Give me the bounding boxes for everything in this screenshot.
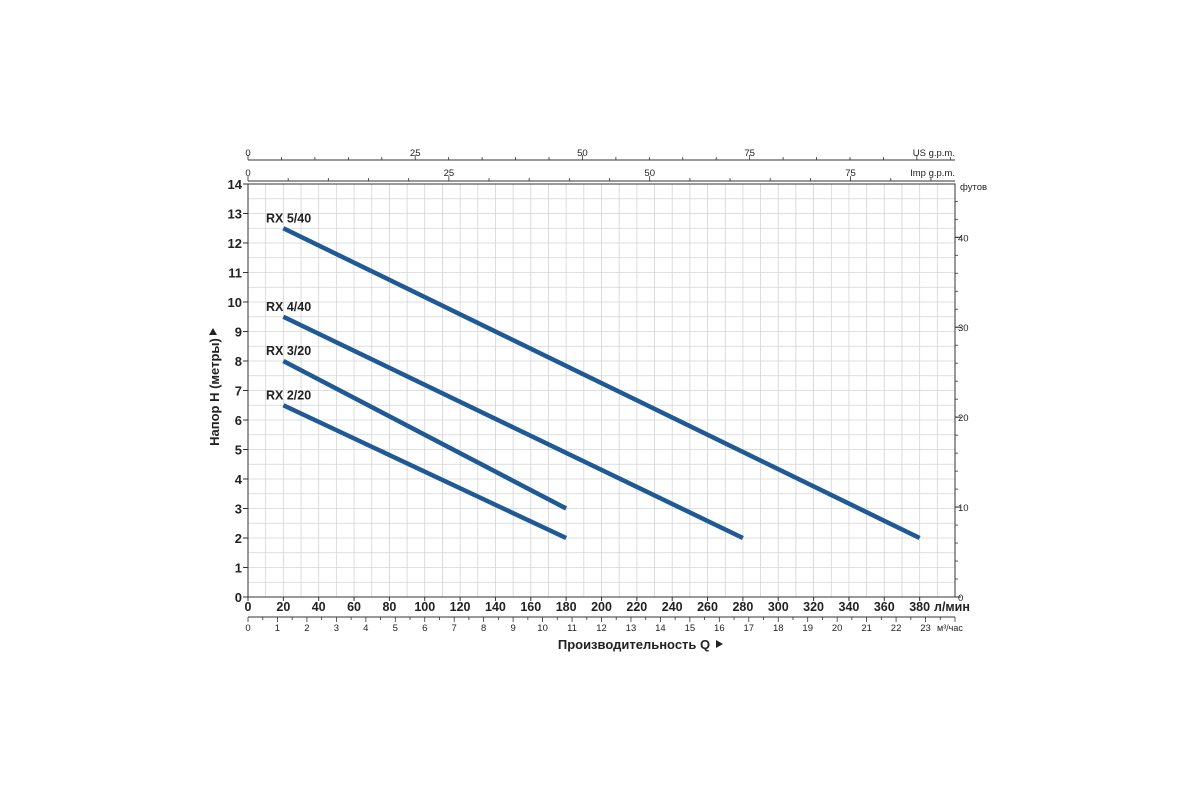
m3h-tick-label: 15: [685, 623, 696, 634]
us-gpm-tick-label: 0: [245, 148, 250, 159]
x-tick-label: 140: [485, 600, 506, 614]
x-tick-label: 200: [591, 600, 612, 614]
y-axis-title: Напор H (метры): [207, 338, 222, 446]
m3h-tick-label: 4: [363, 623, 368, 634]
m3h-tick-label: 3: [334, 623, 339, 634]
m3h-tick-label: 1: [275, 623, 280, 634]
x-tick-label: 0: [245, 600, 252, 614]
m3h-tick-label: 20: [832, 623, 843, 634]
m3h-tick-label: 9: [510, 623, 515, 634]
m3h-tick-label: 18: [773, 623, 784, 634]
m3h-tick-label: 10: [537, 623, 548, 634]
imp-gpm-tick-label: 0: [245, 168, 250, 179]
grid: [247, 183, 956, 598]
us-gpm-tick-label: 50: [577, 148, 588, 159]
y-tick-label: 0: [235, 590, 242, 605]
imp-gpm-unit-label: Imp g.p.m.: [910, 168, 955, 179]
x-tick-label: 380: [909, 600, 930, 614]
m3h-tick-label: 16: [714, 623, 725, 634]
m3h-tick-label: 19: [802, 623, 813, 634]
y-tick-label: 12: [228, 236, 242, 251]
y-tick-label: 11: [228, 266, 242, 281]
m3h-unit-label: м³/час: [937, 623, 963, 633]
x-unit-label: л/мин: [934, 600, 970, 614]
feet-unit-label: футов: [960, 182, 987, 193]
y-tick-label: 10: [228, 295, 242, 310]
x-tick-label: 340: [839, 600, 860, 614]
y-tick-label: 8: [235, 354, 242, 369]
x-tick-label: 260: [697, 600, 718, 614]
x-axis-title: Производительность Q: [558, 637, 710, 652]
m3h-tick-label: 14: [655, 623, 666, 634]
x-tick-label: 280: [732, 600, 753, 614]
series-label: RX 4/40: [266, 300, 311, 314]
x-tick-label: 360: [874, 600, 895, 614]
series-lines: [282, 226, 921, 541]
x-axis-arrow-icon: [716, 640, 723, 648]
x-tick-label: 60: [347, 600, 361, 614]
imp-gpm-tick-label: 50: [644, 168, 655, 179]
m3h-tick-label: 8: [481, 623, 486, 634]
m3h-tick-label: 22: [891, 623, 902, 634]
x-tick-label: 220: [626, 600, 647, 614]
x-tick-label: 300: [768, 600, 789, 614]
y-tick-label: 1: [235, 561, 242, 576]
x-tick-label: 20: [276, 600, 290, 614]
series-label: RX 3/20: [266, 344, 311, 358]
m3h-tick-label: 2: [304, 623, 309, 634]
m3h-tick-label: 12: [596, 623, 607, 634]
imp-gpm-tick-label: 25: [444, 168, 455, 179]
m3h-tick-label: 7: [452, 623, 457, 634]
imp-gpm-tick-label: 75: [845, 168, 856, 179]
x-tick-label: 240: [662, 600, 683, 614]
x-tick-label: 120: [450, 600, 471, 614]
m3h-tick-label: 11: [567, 623, 577, 634]
us-gpm-unit-label: US g.p.m.: [913, 148, 955, 159]
series-line-rx-2-20: [282, 403, 568, 541]
y-axis-arrow-icon: [209, 328, 217, 335]
x-tick-label: 40: [312, 600, 326, 614]
series-label: RX 2/20: [266, 388, 311, 402]
series-label: RX 5/40: [266, 211, 311, 225]
m3h-tick-label: 6: [422, 623, 427, 634]
series-line-rx-5-40: [282, 226, 921, 541]
m3h-tick-label: 0: [245, 623, 250, 634]
y-tick-label: 5: [235, 443, 242, 458]
m3h-tick-label: 13: [626, 623, 637, 634]
feet-tick-label: 20: [958, 413, 969, 424]
us-gpm-tick-label: 75: [744, 148, 755, 159]
y-tick-label: 6: [235, 413, 242, 428]
feet-tick-label: 30: [958, 323, 969, 334]
series-line-rx-3-20: [282, 359, 568, 511]
y-tick-label: 7: [235, 384, 242, 399]
x-tick-label: 320: [803, 600, 824, 614]
x-tick-label: 100: [414, 600, 435, 614]
x-tick-label: 80: [382, 600, 396, 614]
feet-tick-label: 40: [958, 233, 969, 244]
y-tick-label: 2: [235, 531, 242, 546]
y-tick-label: 14: [228, 177, 243, 192]
us-gpm-tick-label: 25: [410, 148, 421, 159]
m3h-tick-label: 21: [861, 623, 872, 634]
x-tick-label: 160: [520, 600, 541, 614]
y-tick-label: 3: [235, 502, 242, 517]
y-tick-label: 4: [235, 472, 243, 487]
feet-tick-label: 10: [958, 503, 969, 514]
feet-tick-label: 0: [958, 593, 963, 604]
axes: [243, 155, 961, 622]
m3h-tick-label: 17: [744, 623, 755, 634]
series-line-rx-4-40: [282, 314, 744, 541]
y-tick-label: 9: [235, 325, 242, 340]
y-tick-label: 13: [228, 207, 242, 222]
m3h-tick-label: 5: [393, 623, 398, 634]
m3h-tick-label: 23: [920, 623, 931, 634]
x-tick-label: 180: [556, 600, 577, 614]
